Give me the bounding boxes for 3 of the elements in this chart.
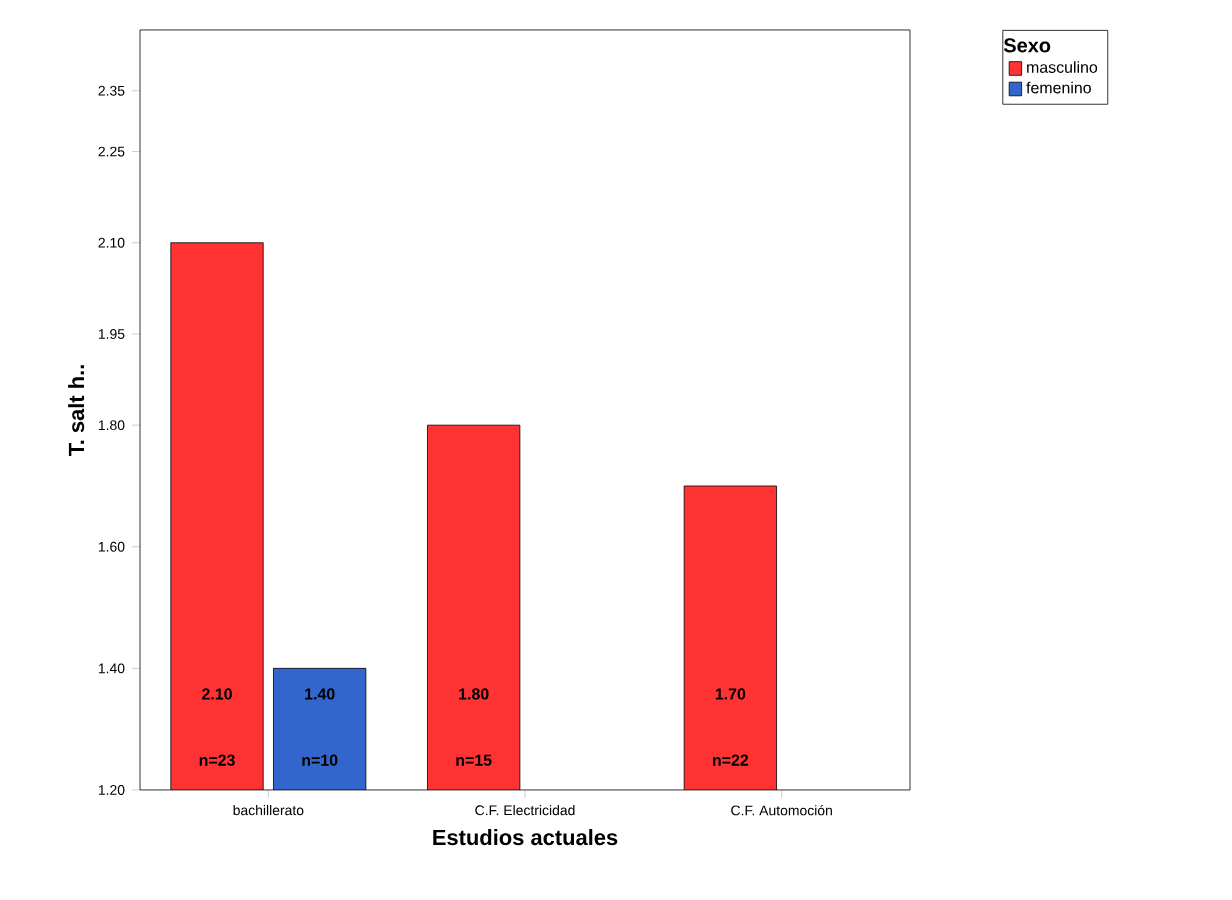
y-axis-title: T. salt h.. xyxy=(68,365,85,456)
legend-title: Sexo xyxy=(1003,38,1051,53)
x-axis-title: Estudios actuales xyxy=(433,829,618,846)
